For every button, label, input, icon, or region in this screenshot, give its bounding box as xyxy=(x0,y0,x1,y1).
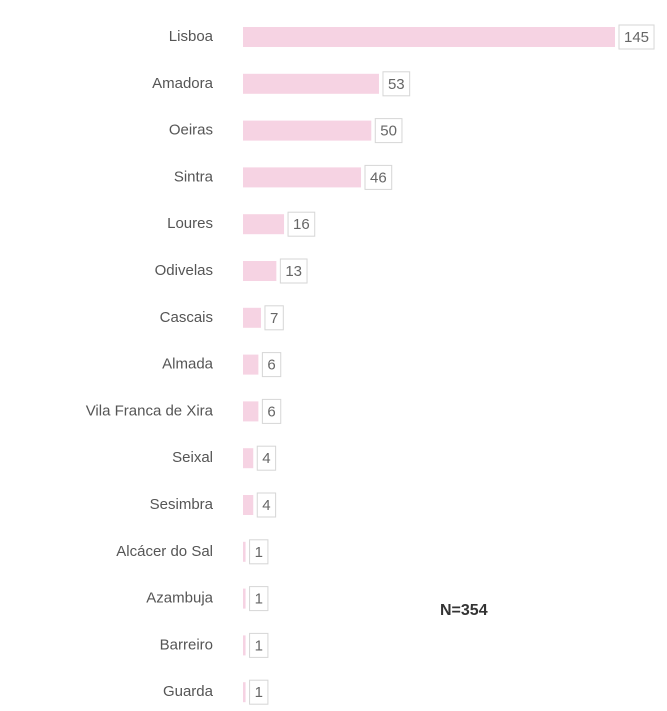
value-label: 6 xyxy=(267,357,275,374)
category-label: Azambuja xyxy=(146,590,213,607)
bar xyxy=(243,307,261,328)
value-box xyxy=(249,586,269,612)
bar xyxy=(243,635,246,656)
value-label: 16 xyxy=(293,216,310,233)
bar xyxy=(243,495,254,515)
value-box xyxy=(618,24,655,50)
value-box xyxy=(261,398,282,424)
category-label: Almada xyxy=(162,356,214,373)
value-box xyxy=(279,258,308,284)
bar xyxy=(243,354,259,375)
category-label: Amadora xyxy=(152,75,214,92)
category-label: Odivelas xyxy=(155,262,213,279)
value-box xyxy=(287,211,316,237)
value-label: 46 xyxy=(370,169,387,186)
bar xyxy=(243,27,615,47)
bar xyxy=(243,401,259,422)
value-label: 1 xyxy=(255,684,263,701)
category-label: Barreiro xyxy=(160,636,213,653)
value-label: 145 xyxy=(624,29,649,46)
bar xyxy=(243,120,372,141)
value-label: 1 xyxy=(255,591,263,608)
value-box xyxy=(261,352,282,378)
value-label: 53 xyxy=(388,76,405,93)
value-label: 6 xyxy=(267,403,275,420)
value-label: 1 xyxy=(255,544,263,561)
value-box xyxy=(249,679,269,705)
value-box xyxy=(249,539,269,565)
annotation: N=354 xyxy=(440,602,488,619)
category-label: Sintra xyxy=(174,168,214,185)
value-box xyxy=(249,632,269,658)
value-box xyxy=(364,164,393,190)
bar xyxy=(243,73,379,94)
bar xyxy=(243,448,254,469)
category-label: Sesimbra xyxy=(150,496,214,513)
value-label: 4 xyxy=(262,497,270,514)
value-label: 7 xyxy=(270,310,278,327)
bar xyxy=(243,541,246,562)
category-label: Oeiras xyxy=(169,122,213,139)
value-box xyxy=(382,71,411,97)
bar xyxy=(243,588,246,609)
category-label: Lisboa xyxy=(169,28,214,45)
category-label: Guarda xyxy=(163,683,214,700)
bar xyxy=(243,682,246,703)
bar xyxy=(243,167,362,188)
category-label: Cascais xyxy=(160,309,213,326)
value-label: 1 xyxy=(255,637,263,654)
value-box xyxy=(256,492,277,518)
category-label: Loures xyxy=(167,215,213,232)
value-label: 50 xyxy=(380,123,397,140)
category-label: Seixal xyxy=(172,449,213,466)
category-label: Alcácer do Sal xyxy=(116,543,213,560)
category-label: Vila Franca de Xira xyxy=(86,402,214,419)
value-box xyxy=(264,305,284,331)
value-label: 13 xyxy=(285,263,302,280)
value-box xyxy=(256,445,277,471)
value-box xyxy=(374,118,403,144)
bar xyxy=(243,214,285,235)
value-label: 4 xyxy=(262,450,270,467)
bar xyxy=(243,261,277,281)
